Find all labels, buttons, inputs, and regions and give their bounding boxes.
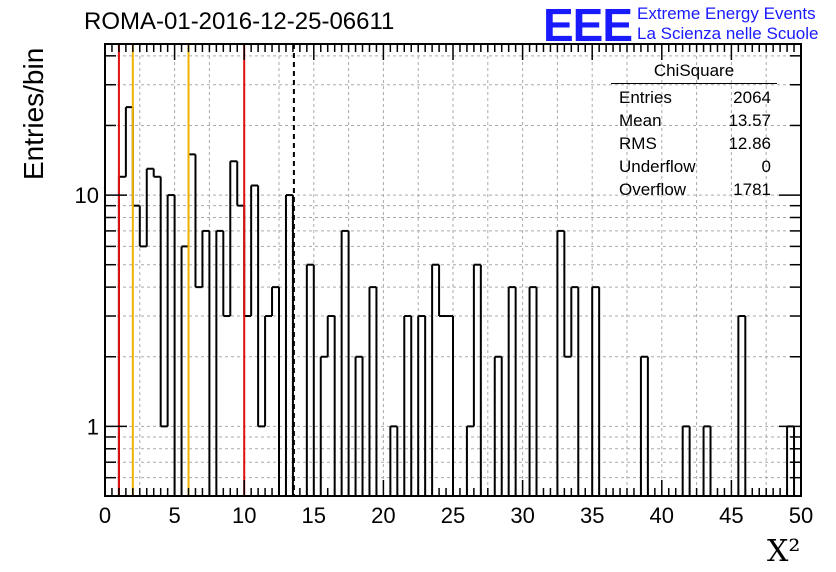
x-tick-label: 0 — [99, 503, 111, 528]
stats-value: 2064 — [733, 88, 771, 107]
reference-lines — [117, 44, 295, 496]
stats-value: 12.86 — [728, 134, 771, 153]
x-tick-label: 5 — [168, 503, 180, 528]
x-tick-label: 30 — [510, 503, 534, 528]
stats-label: RMS — [619, 134, 657, 153]
stats-row-entries: Entries 2064 — [611, 86, 777, 109]
x-tick-label: 25 — [441, 503, 465, 528]
x-tick-label: 10 — [232, 503, 256, 528]
y-tick-label: 10 — [75, 183, 99, 208]
stats-box: ChiSquare Entries 2064 Mean 13.57 RMS 12.86… — [611, 61, 777, 201]
x-tick-label: 50 — [789, 503, 813, 528]
stats-row-rms: RMS 12.86 — [611, 132, 777, 155]
stats-row-mean: Mean 13.57 — [611, 109, 777, 132]
stats-label: Mean — [619, 111, 662, 130]
logo-line-1: Extreme Energy Events — [637, 4, 816, 23]
stats-value: 1781 — [733, 180, 771, 199]
stats-title: ChiSquare — [611, 61, 777, 84]
histogram-bars — [117, 106, 796, 496]
stats-label: Entries — [619, 88, 672, 107]
logo-line-2: La Scienza nelle Scuole — [637, 24, 819, 43]
chart-title: ROMA-01-2016-12-25-06611 — [84, 8, 395, 35]
stats-value: 0 — [761, 157, 771, 176]
x-tick-label: 35 — [580, 503, 604, 528]
stats-label: Underflow — [619, 157, 696, 176]
x-tick-label: 45 — [719, 503, 743, 528]
stats-value: 13.57 — [728, 111, 771, 130]
stats-row-underflow: Underflow 0 — [611, 155, 777, 178]
y-tick-label: 1 — [87, 414, 99, 439]
x-tick-label: 20 — [371, 503, 395, 528]
x-tick-label: 15 — [302, 503, 326, 528]
x-axis-label: X² — [767, 534, 801, 569]
x-tick-label: 40 — [650, 503, 674, 528]
eee-logo: EEE — [543, 0, 633, 51]
stats-label: Overflow — [619, 180, 687, 199]
stats-row-overflow: Overflow 1781 — [611, 178, 777, 201]
y-axis-label: Entries/bin — [18, 47, 49, 180]
axes: 0 5 10 15 20 25 30 35 40 45 50 1 10 — [75, 43, 813, 528]
